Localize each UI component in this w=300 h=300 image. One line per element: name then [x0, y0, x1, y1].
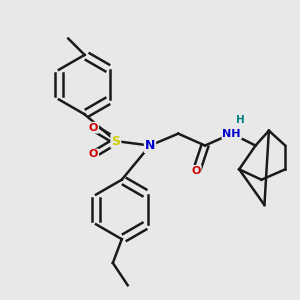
- Text: N: N: [145, 139, 155, 152]
- Text: H: H: [236, 115, 245, 125]
- Text: NH: NH: [223, 129, 241, 139]
- Text: O: O: [89, 123, 98, 133]
- Text: O: O: [89, 149, 98, 160]
- Text: S: S: [111, 135, 120, 148]
- Text: O: O: [191, 166, 201, 176]
